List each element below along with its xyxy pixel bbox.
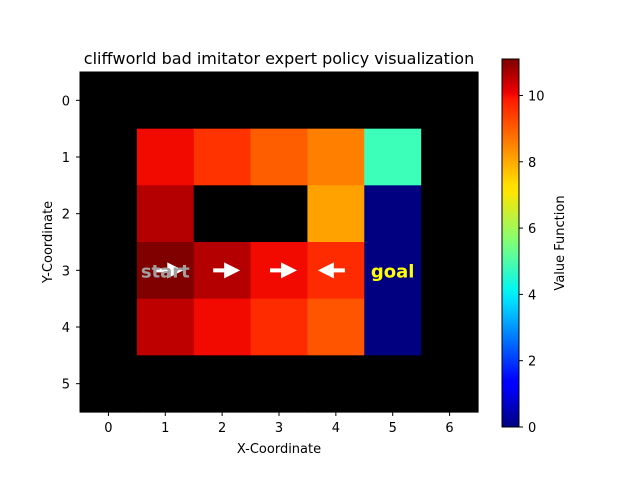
y-tick-label: 4 <box>62 321 70 336</box>
heatmap-cell <box>136 298 195 356</box>
colorbar-label: Value Function <box>553 195 568 290</box>
heatmap-grid <box>80 72 479 413</box>
y-tick-label: 0 <box>62 94 70 109</box>
policy-arrows <box>156 262 345 279</box>
x-tick-label: 4 <box>332 421 340 436</box>
x-tick-label: 3 <box>275 421 283 436</box>
policy-arrow <box>269 262 297 279</box>
cell-label-start: start <box>141 261 190 282</box>
y-axis-ticks: 0 1 2 3 4 5 <box>62 94 80 393</box>
colorbar-tick-label: 0 <box>528 421 536 436</box>
x-tick-label: 5 <box>389 421 397 436</box>
heatmap-cell <box>80 128 138 186</box>
heatmap-cell <box>307 128 365 186</box>
heatmap-cell <box>193 185 252 243</box>
x-tick-label: 0 <box>104 421 112 436</box>
chart-title: cliffworld bad imitator expert policy vi… <box>84 49 474 68</box>
heatmap-cell <box>193 298 252 356</box>
heatmap-cell <box>136 185 195 243</box>
heatmap-cell <box>80 242 138 300</box>
colorbar-ticks: 0 2 4 6 8 10 <box>519 89 545 436</box>
colorbar-tick-label: 6 <box>528 222 536 237</box>
x-axis-ticks: 0 1 2 3 4 5 6 <box>104 412 454 436</box>
policy-arrow <box>156 262 184 279</box>
heatmap-cell <box>307 298 365 356</box>
colorbar-tick-label: 10 <box>528 89 545 104</box>
y-tick-label: 2 <box>62 208 70 223</box>
heatmap-cell <box>193 128 252 186</box>
heatmap-cell <box>136 72 195 130</box>
heatmap-cell <box>136 128 195 186</box>
heatmap-cell <box>364 185 422 243</box>
heatmap-cell <box>421 185 479 243</box>
heatmap-cell <box>250 185 309 243</box>
y-tick-label: 3 <box>62 264 70 279</box>
heatmap-cell <box>250 72 309 130</box>
y-tick-label: 1 <box>62 151 70 166</box>
heatmap-cell <box>421 355 479 413</box>
heatmap-cell <box>250 298 309 356</box>
heatmap-cell <box>421 72 479 130</box>
heatmap-cell <box>364 355 422 413</box>
heatmap-cell <box>80 298 138 356</box>
y-axis-label: Y-Coordinate <box>41 201 56 284</box>
colorbar-tick-label: 8 <box>528 156 536 171</box>
heatmap-cell <box>364 242 422 300</box>
heatmap-cell <box>307 185 365 243</box>
colorbar-tick-label: 2 <box>528 355 536 370</box>
heatmap-cell <box>307 72 365 130</box>
heatmap-cell <box>421 128 479 186</box>
cell-label-goal: goal <box>371 261 415 282</box>
heatmap-cell <box>250 355 309 413</box>
heatmap-cell <box>307 355 365 413</box>
heatmap-cell <box>421 298 479 356</box>
heatmap-cell <box>421 242 479 300</box>
heatmap-cell <box>193 355 252 413</box>
colorbar-tick-label: 4 <box>528 288 536 303</box>
heatmap-cell <box>364 298 422 356</box>
colorbar <box>501 58 520 428</box>
cell-labels: start goal <box>141 261 415 282</box>
heatmap-cell <box>364 72 422 130</box>
heatmap-cell <box>136 355 195 413</box>
x-axis-label: X-Coordinate <box>237 442 321 457</box>
heatmap-cell <box>364 128 422 186</box>
heatmap-cell <box>250 128 309 186</box>
policy-arrow <box>213 262 241 279</box>
y-tick-label: 5 <box>62 378 70 393</box>
x-tick-label: 1 <box>161 421 169 436</box>
heatmap-cell <box>80 72 138 130</box>
heatmap-cell <box>193 72 252 130</box>
policy-arrow <box>317 262 345 279</box>
heatmap-cell <box>80 355 138 413</box>
x-tick-label: 6 <box>445 421 453 436</box>
x-tick-label: 2 <box>218 421 226 436</box>
heatmap-cell <box>80 185 138 243</box>
